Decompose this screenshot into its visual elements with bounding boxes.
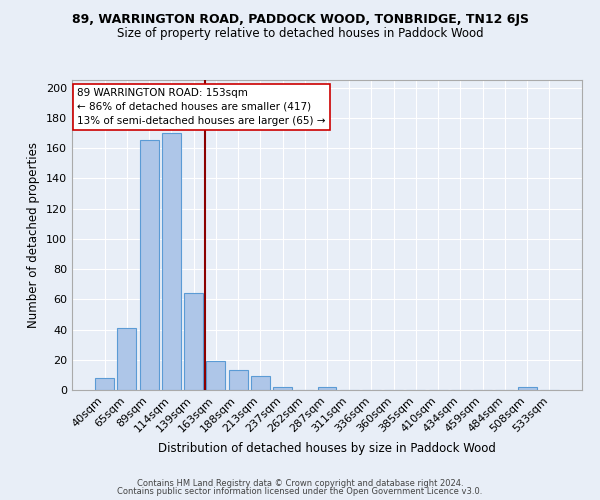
Text: Contains public sector information licensed under the Open Government Licence v3: Contains public sector information licen…: [118, 487, 482, 496]
Bar: [251, 376, 270, 390]
X-axis label: Distribution of detached houses by size in Paddock Wood: Distribution of detached houses by size …: [158, 442, 496, 455]
Bar: [206, 362, 225, 390]
Y-axis label: Number of detached properties: Number of detached properties: [28, 142, 40, 328]
Bar: [184, 293, 203, 390]
Bar: [229, 370, 248, 390]
Bar: [95, 378, 114, 390]
Bar: [518, 387, 536, 390]
Bar: [140, 140, 158, 390]
Bar: [162, 133, 181, 390]
Text: 89 WARRINGTON ROAD: 153sqm
← 86% of detached houses are smaller (417)
13% of sem: 89 WARRINGTON ROAD: 153sqm ← 86% of deta…: [77, 88, 326, 126]
Text: Contains HM Land Registry data © Crown copyright and database right 2024.: Contains HM Land Registry data © Crown c…: [137, 478, 463, 488]
Bar: [118, 328, 136, 390]
Text: Size of property relative to detached houses in Paddock Wood: Size of property relative to detached ho…: [116, 28, 484, 40]
Text: 89, WARRINGTON ROAD, PADDOCK WOOD, TONBRIDGE, TN12 6JS: 89, WARRINGTON ROAD, PADDOCK WOOD, TONBR…: [71, 12, 529, 26]
Bar: [273, 387, 292, 390]
Bar: [317, 387, 337, 390]
